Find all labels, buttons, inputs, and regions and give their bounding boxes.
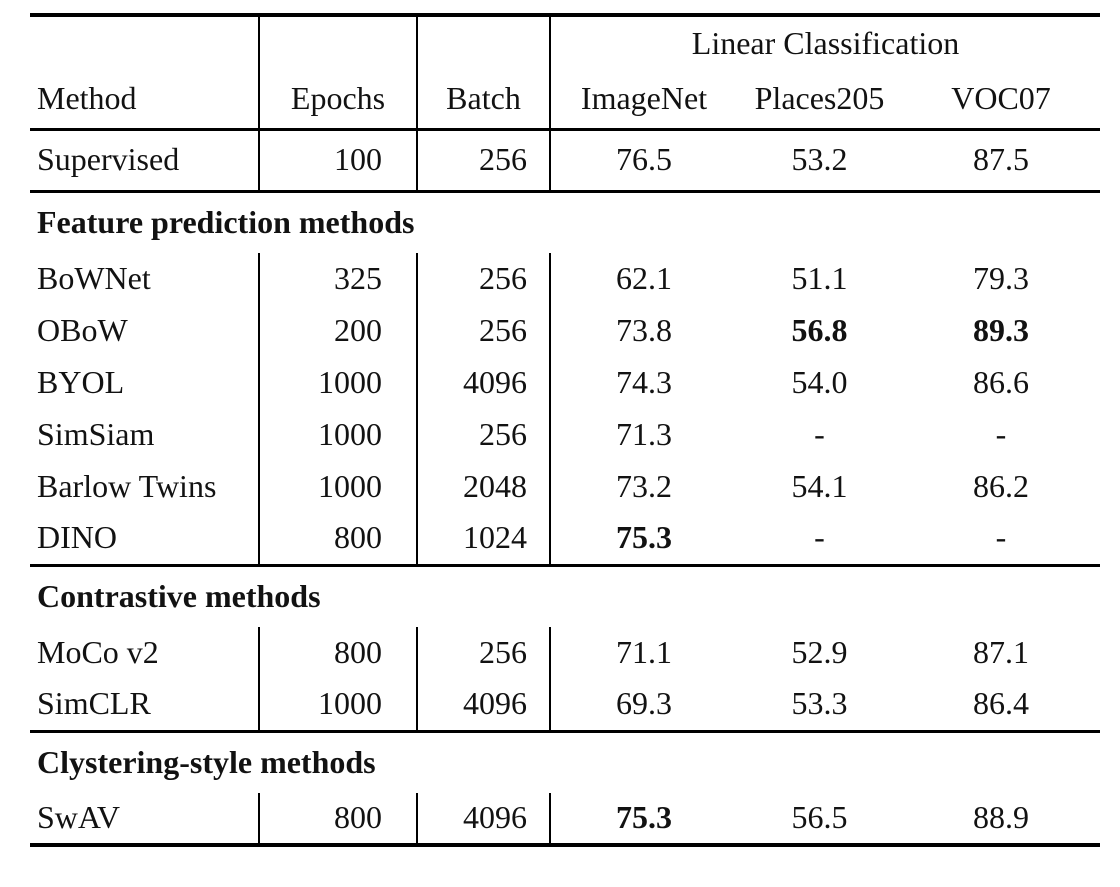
cell-method: OBoW	[30, 305, 260, 357]
cell-epochs: 800	[259, 513, 418, 565]
cell-batch: 256	[417, 409, 551, 461]
group-header-linear-classification: Linear Classification	[691, 25, 960, 62]
cell-method: Barlow Twins	[30, 461, 260, 513]
cell-places205: 53.2	[791, 141, 848, 178]
cell-places205-best: 56.8	[791, 312, 848, 349]
table-row-swav: SwAV 800 4096 75.3 56.5 88.9	[30, 793, 1100, 845]
cell-epochs: 800	[259, 627, 418, 679]
cell-voc07: 86.4	[973, 685, 1029, 722]
benchmark-results-table: Linear Classification Method Epochs Batc…	[30, 13, 1101, 847]
section-header-row: Clystering-style methods	[30, 731, 1100, 793]
cell-imagenet: 71.3	[616, 416, 672, 453]
cell-method: BoWNet	[30, 253, 260, 305]
cell-voc07: -	[995, 519, 1007, 556]
cell-places205: -	[814, 519, 825, 556]
cell-epochs: 1000	[259, 357, 418, 409]
table-row-barlow-twins: Barlow Twins 1000 2048 73.2 54.1 86.2	[30, 461, 1100, 513]
cell-method: MoCo v2	[30, 627, 260, 679]
cell-epochs: 200	[259, 305, 418, 357]
cell-epochs: 1000	[259, 409, 418, 461]
table-row-byol: BYOL 1000 4096 74.3 54.0 86.6	[30, 357, 1100, 409]
cell-voc07: 87.1	[973, 634, 1029, 671]
col-header-epochs: Epochs	[259, 71, 418, 129]
cell-places205: 52.9	[791, 634, 848, 671]
cell-epochs: 800	[259, 793, 418, 845]
cell-method: SimSiam	[30, 409, 260, 461]
cell-epochs: 1000	[259, 461, 418, 513]
cell-batch: 256	[417, 305, 551, 357]
header-spacer-batch	[417, 15, 551, 71]
cell-batch: 256	[417, 627, 551, 679]
section-title-contrastive: Contrastive methods	[37, 577, 321, 614]
cell-imagenet: 73.2	[616, 468, 672, 505]
col-header-batch: Batch	[417, 71, 551, 129]
cell-imagenet-best: 75.3	[616, 799, 672, 836]
cell-epochs: 100	[259, 129, 418, 191]
table-row-supervised: Supervised 100 256 76.5 53.2 87.5	[30, 129, 1101, 191]
cell-places205: 54.0	[791, 364, 848, 401]
header-spacer-method	[30, 15, 260, 71]
cell-imagenet: 73.8	[616, 312, 672, 349]
cell-voc07: 88.9	[973, 799, 1029, 836]
col-header-method: Method	[30, 71, 260, 129]
table-row-obow: OBoW 200 256 73.8 56.8 89.3	[30, 305, 1100, 357]
cell-method: DINO	[30, 513, 260, 565]
cell-places205: 51.1	[791, 260, 848, 297]
cell-places205: 53.3	[791, 685, 848, 722]
table-row-simsiam: SimSiam 1000 256 71.3 - -	[30, 409, 1100, 461]
header-spacer-epochs	[259, 15, 418, 71]
col-header-places205: Places205	[754, 80, 885, 117]
cell-voc07: 87.5	[973, 141, 1029, 178]
col-header-imagenet: ImageNet	[580, 80, 708, 117]
cell-imagenet: 62.1	[616, 260, 672, 297]
col-header-voc07: VOC07	[951, 80, 1051, 117]
cell-voc07-best: 89.3	[973, 312, 1029, 349]
column-header-row: Method Epochs Batch ImageNet Places205 V…	[30, 71, 1101, 129]
cell-voc07: 86.2	[973, 468, 1029, 505]
cell-imagenet: 74.3	[616, 364, 672, 401]
section-header-row: Contrastive methods	[30, 565, 1100, 627]
cell-epochs: 325	[259, 253, 418, 305]
cell-imagenet: 69.3	[616, 685, 672, 722]
cell-method: SwAV	[30, 793, 260, 845]
cell-places205: 54.1	[791, 468, 848, 505]
cell-voc07: -	[995, 416, 1007, 453]
cell-batch: 256	[417, 253, 551, 305]
cell-batch: 2048	[417, 461, 551, 513]
cell-voc07: 86.6	[973, 364, 1029, 401]
table-row-dino: DINO 800 1024 75.3 - -	[30, 513, 1101, 565]
table-row-bownet: BoWNet 325 256 62.1 51.1 79.3	[30, 253, 1100, 305]
cell-method: Supervised	[30, 129, 260, 191]
section-header-row: Feature prediction methods	[30, 191, 1100, 253]
table-row-moco-v2: MoCo v2 800 256 71.1 52.9 87.1	[30, 627, 1100, 679]
cell-batch: 4096	[417, 357, 551, 409]
section-title-feature-prediction: Feature prediction methods	[37, 203, 415, 240]
cell-batch: 1024	[417, 513, 551, 565]
cell-method: SimCLR	[30, 679, 260, 731]
cell-imagenet-best: 75.3	[616, 519, 672, 556]
cell-epochs: 1000	[259, 679, 418, 731]
cell-places205: -	[814, 416, 825, 453]
cell-imagenet: 71.1	[616, 634, 672, 671]
cell-batch: 4096	[417, 793, 551, 845]
cell-batch: 4096	[417, 679, 551, 731]
section-title-clustering: Clystering-style methods	[37, 743, 376, 780]
cell-imagenet: 76.5	[616, 141, 672, 178]
cell-places205: 56.5	[791, 799, 848, 836]
table-row-simclr: SimCLR 1000 4096 69.3 53.3 86.4	[30, 679, 1101, 731]
cell-voc07: 79.3	[973, 260, 1029, 297]
cell-method: BYOL	[30, 357, 260, 409]
cell-batch: 256	[417, 129, 551, 191]
header-group-row: Linear Classification	[30, 15, 1100, 71]
